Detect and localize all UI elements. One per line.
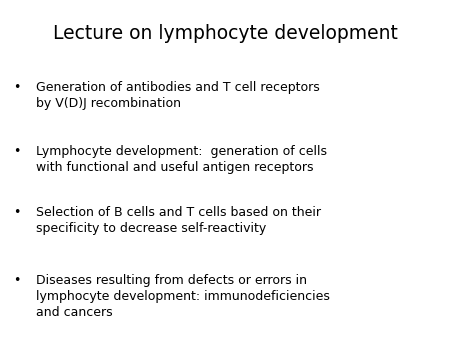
Text: •: • xyxy=(14,206,21,219)
Text: Diseases resulting from defects or errors in
lymphocyte development: immunodefic: Diseases resulting from defects or error… xyxy=(36,274,330,319)
Text: •: • xyxy=(14,274,21,287)
Text: •: • xyxy=(14,81,21,94)
Text: Lecture on lymphocyte development: Lecture on lymphocyte development xyxy=(53,24,397,43)
Text: •: • xyxy=(14,145,21,158)
Text: Lymphocyte development:  generation of cells
with functional and useful antigen : Lymphocyte development: generation of ce… xyxy=(36,145,327,174)
Text: Selection of B cells and T cells based on their
specificity to decrease self-rea: Selection of B cells and T cells based o… xyxy=(36,206,321,235)
Text: Generation of antibodies and T cell receptors
by V(D)J recombination: Generation of antibodies and T cell rece… xyxy=(36,81,320,110)
